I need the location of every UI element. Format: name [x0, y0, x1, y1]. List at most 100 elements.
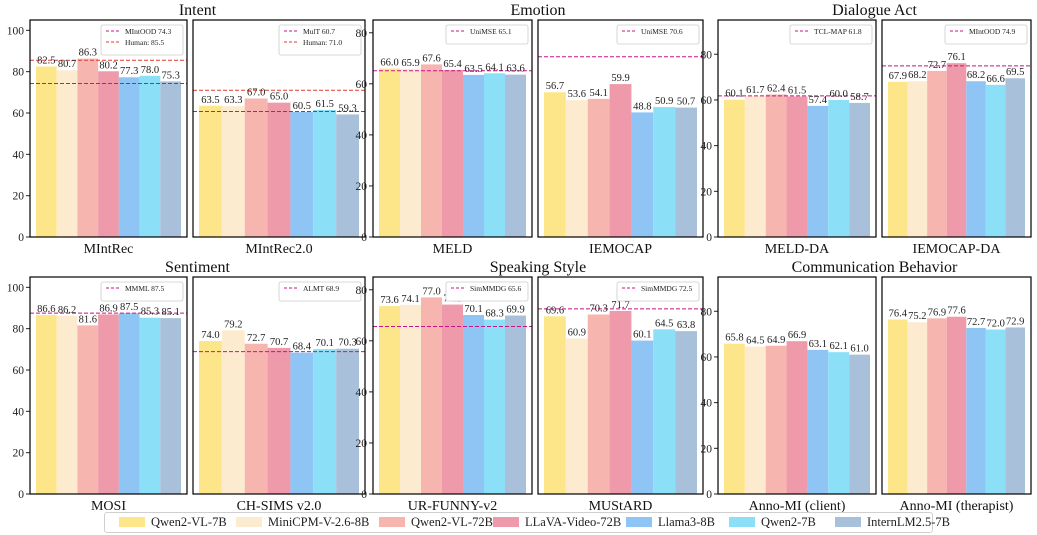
data-label: 81.6 [79, 314, 97, 325]
data-label: 60.0 [830, 89, 848, 100]
bar [442, 70, 463, 237]
bar [985, 84, 1006, 237]
y-tick-label: 60 [701, 352, 713, 364]
data-label: 50.9 [655, 96, 673, 107]
chart-group-1: Emotion 0 20 40 60 80 66.0 65.9 67.665.4 63.5 64.1… [356, 2, 704, 257]
bar [463, 74, 484, 237]
legend-swatch [626, 517, 652, 527]
bar [587, 314, 610, 494]
bar [675, 331, 697, 494]
data-label: 70.3 [338, 338, 356, 349]
x-axis-label: CH-SIMS v2.0 [237, 499, 322, 514]
data-label: 61.5 [788, 86, 806, 97]
y-tick-label: 40 [701, 141, 713, 153]
bar [313, 349, 337, 494]
data-label: 53.6 [568, 89, 586, 100]
data-label: 86.3 [79, 48, 97, 59]
bar [675, 107, 697, 237]
bar [765, 94, 787, 237]
bar [244, 98, 268, 238]
bar [505, 315, 526, 494]
reference-legend-label: SimMMDG 65.6 [470, 284, 522, 293]
bar [1005, 78, 1025, 237]
y-tick-label: 20 [13, 448, 25, 460]
y-tick-label: 0 [18, 489, 24, 501]
data-label: 77.3 [120, 66, 138, 77]
bar [98, 71, 119, 238]
panel-frame [717, 276, 877, 495]
data-label: 60.1 [725, 89, 743, 100]
data-label: 67.9 [889, 71, 907, 82]
data-label: 63.5 [464, 64, 482, 75]
x-axis-label: MIntRec [84, 242, 134, 257]
data-label: 87.5 [120, 302, 138, 313]
y-tick-label: 80 [356, 285, 368, 297]
data-label: 76.9 [928, 307, 946, 318]
y-tick-label: 20 [356, 181, 368, 193]
data-label: 64.1 [485, 62, 503, 73]
data-label: 75.2 [908, 311, 926, 322]
data-label: 50.7 [677, 97, 695, 108]
data-label: 56.7 [546, 81, 564, 92]
data-label: 69.9 [506, 305, 524, 316]
panel-frame [881, 276, 1032, 495]
bar [744, 346, 766, 494]
bar [786, 341, 808, 494]
reference-legend-label: MIntOOD 74.9 [969, 27, 1015, 36]
bar [160, 318, 181, 494]
data-label: 63.5 [201, 95, 219, 106]
data-label: 60.1 [633, 330, 651, 341]
y-tick-label: 80 [701, 49, 713, 61]
bar [631, 112, 654, 237]
bar [927, 70, 947, 237]
bar [463, 315, 484, 494]
legend-label: Qwen2-VL-72B [411, 515, 493, 529]
bar [888, 319, 908, 494]
bar [907, 81, 928, 237]
bar [160, 81, 181, 237]
data-label: 65.0 [270, 92, 288, 103]
bar [724, 99, 745, 237]
x-axis-label: Anno-MI (client) [749, 499, 846, 514]
y-tick-label: 0 [361, 489, 367, 501]
data-label: 62.1 [830, 341, 848, 352]
panel-frame [192, 19, 366, 238]
bar [77, 325, 99, 494]
data-label: 70.7 [270, 337, 288, 348]
data-label: 57.4 [809, 95, 828, 106]
bar [421, 64, 442, 237]
chart-group-2: Dialogue Act 0 20 40 60 80 60.1 61.7 62.4 61.557.… [701, 2, 1032, 257]
bar [828, 99, 850, 238]
reference-legend-label: UniMSE 70.6 [641, 27, 683, 36]
data-label: 82.5 [37, 56, 55, 67]
legend-swatch [119, 517, 145, 527]
bar [907, 322, 928, 494]
reference-legend-box [445, 24, 529, 45]
bar [653, 107, 676, 237]
bar [609, 84, 632, 237]
x-axis-label: MELD [433, 242, 473, 257]
bar [946, 316, 967, 494]
data-label: 70.1 [464, 304, 482, 315]
data-label: 61.5 [316, 99, 334, 110]
data-label: 85.3 [141, 307, 159, 318]
panel-frame [717, 19, 877, 238]
y-tick-label: 40 [701, 398, 713, 410]
data-label: 64.5 [655, 318, 673, 329]
bar [807, 105, 829, 237]
bar [267, 102, 291, 238]
y-tick-label: 40 [356, 130, 368, 142]
bar [484, 73, 505, 237]
chart-title: Emotion [510, 2, 565, 19]
bar [400, 304, 421, 494]
x-axis-label: MELD-DA [765, 242, 830, 257]
panel-frame [29, 276, 188, 495]
data-label: 66.0 [380, 58, 398, 69]
bar [724, 343, 745, 494]
data-label: 72.0 [986, 319, 1004, 330]
x-axis-label: MUStARD [589, 499, 653, 514]
reference-legend-label: Human: 71.0 [303, 38, 342, 47]
bar [379, 306, 400, 494]
